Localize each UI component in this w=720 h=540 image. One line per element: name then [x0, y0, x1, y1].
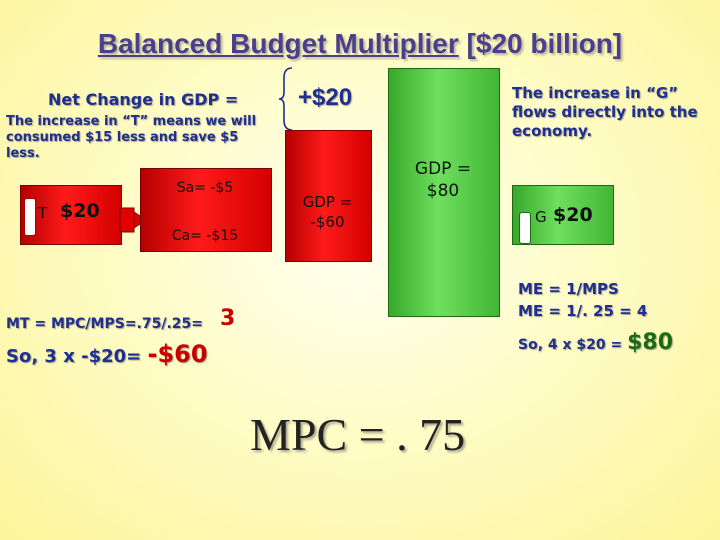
gdp-negative-box: [285, 130, 372, 262]
consumption-saving-block: [140, 168, 272, 252]
gdp-positive-label: GDP = $80: [414, 159, 472, 201]
tax-multiplier-formula: MT = MPC/MPS=.75/.25=: [6, 316, 203, 332]
gov-bar-icon: [519, 212, 531, 244]
spending-effect-result: $80: [627, 330, 674, 355]
spending-multiplier-calc: ME = 1/. 25 = 4: [518, 302, 648, 320]
title-main: Balanced Budget Multiplier: [97, 28, 459, 59]
tax-block: [20, 185, 122, 245]
tax-note: The increase in “T” means we will consum…: [6, 114, 257, 161]
saving-change: Sa= -$5: [176, 180, 234, 196]
tax-effect-result: -$60: [147, 340, 208, 368]
tax-multiplier-result: 3: [220, 306, 236, 331]
tax-letter: T: [38, 204, 48, 222]
title-bracket: [$20 billion]: [458, 28, 623, 59]
net-change-label: Net Change in GDP =: [48, 90, 239, 109]
tax-effect-line: So, 3 x -$20= -$60: [6, 340, 208, 368]
consumption-change: Ca= -$15: [171, 228, 239, 244]
gdp-positive-box: [388, 68, 500, 317]
page-title: Balanced Budget Multiplier [$20 billion]: [0, 28, 720, 60]
curly-brace-icon: [278, 67, 293, 131]
net-change-value: +$20: [298, 84, 353, 111]
spending-multiplier-def: ME = 1/MPS: [518, 280, 619, 298]
gov-value: $20: [553, 204, 593, 226]
spending-effect-line: So, 4 x $20 = $80: [518, 330, 673, 355]
tax-bar-icon: [24, 198, 36, 236]
gov-note: The increase in “G” flows directly into …: [512, 84, 698, 140]
tax-effect-text: So, 3 x -$20=: [6, 346, 142, 367]
gdp-negative-label: GDP = -$60: [302, 193, 353, 231]
mpc-label: MPC = . 75: [250, 409, 466, 460]
tax-multiplier-text: MT = MPC/MPS=.75/.25=: [6, 316, 203, 332]
spending-effect-text: So, 4 x $20 =: [518, 337, 623, 353]
tax-value: $20: [60, 200, 100, 222]
gov-letter: G: [535, 208, 547, 226]
